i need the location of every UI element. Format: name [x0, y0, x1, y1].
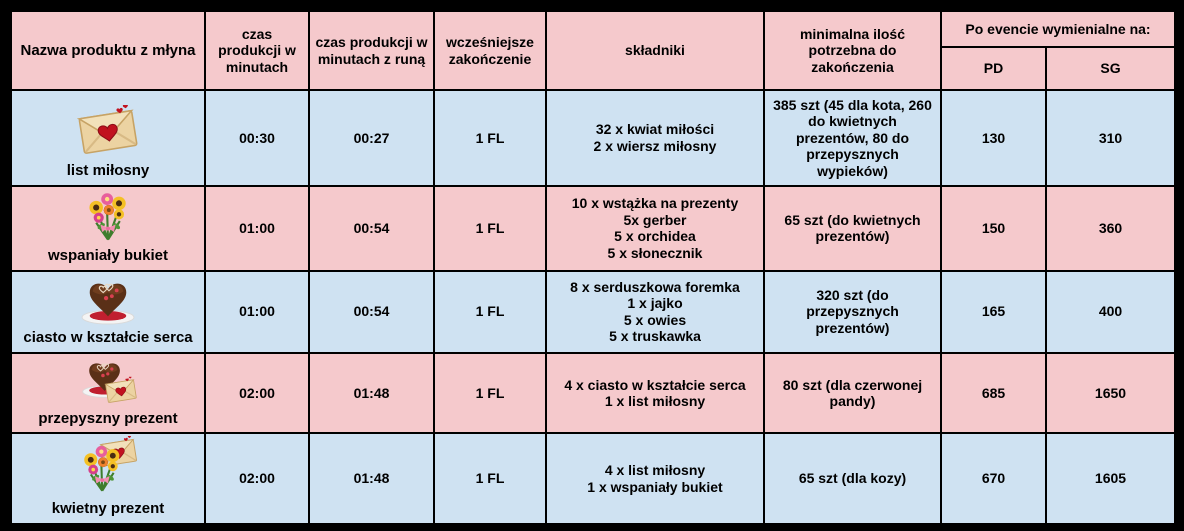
flower-gift-icon: [83, 436, 138, 493]
cell-min-needed: 65 szt (do kwietnych prezentów): [763, 185, 942, 272]
cell-time: 01:00: [204, 269, 310, 354]
cell-time-rune: 00:27: [308, 89, 435, 187]
cell-product: list miłosny: [10, 89, 206, 187]
cell-ingredients: 4 x ciasto w kształcie serca 1 x list mi…: [545, 351, 765, 435]
table-row: kwietny prezent 02:00 01:48 1 FL 4 x lis…: [10, 432, 1176, 526]
table-row: ciasto w kształcie serca 01:00 00:54 1 F…: [10, 269, 1176, 354]
cell-product: przepyszny prezent: [10, 351, 206, 435]
delicious-gift-icon: [82, 362, 137, 403]
product-name: kwietny prezent: [51, 500, 165, 518]
cell-time: 00:30: [204, 89, 310, 187]
cell-pd: 670: [940, 432, 1047, 526]
cell-time-rune: 00:54: [308, 185, 435, 272]
product-name: przepyszny prezent: [38, 409, 178, 427]
cell-min-needed: 80 szt (dla czerwonej pandy): [763, 351, 942, 435]
cell-sg: 1605: [1045, 432, 1176, 526]
cell-ingredients: 4 x list miłosny 1 x wspaniały bukiet: [545, 432, 765, 526]
cell-sg: 310: [1045, 89, 1176, 187]
cell-time-rune: 01:48: [308, 432, 435, 526]
cell-pd: 685: [940, 351, 1047, 435]
col-header-min-needed: minimalna ilość potrzebna do zakończenia: [763, 10, 942, 91]
table-row: wspaniały bukiet 01:00 00:54 1 FL 10 x w…: [10, 185, 1176, 272]
cell-pd: 165: [940, 269, 1047, 354]
cell-pd: 150: [940, 185, 1047, 272]
cell-early-finish: 1 FL: [433, 351, 547, 435]
header-row-sub: PD SG: [11, 46, 1176, 91]
cell-time: 02:00: [204, 432, 310, 526]
col-header-time-rune: czas produkcji w minutach z runą: [308, 10, 435, 91]
table-row: przepyszny prezent 02:00 01:48 1 FL 4 x …: [10, 351, 1176, 435]
bouquet-icon: [81, 189, 135, 243]
production-table: Nazwa produktu z młyna czas produkcji w …: [10, 10, 1176, 526]
col-header-time: czas produkcji w minutach: [204, 10, 310, 91]
cell-sg: 400: [1045, 269, 1176, 354]
cell-ingredients: 32 x kwiat miłości 2 x wiersz miłosny: [545, 89, 765, 187]
cell-time: 01:00: [204, 185, 310, 272]
header-row-top: Nazwa produktu z młyna czas produkcji w …: [10, 10, 1176, 91]
col-header-ingredients: składniki: [545, 10, 765, 91]
table-row: list miłosny 00:30 00:27 1 FL 32 x kwiat…: [10, 89, 1176, 187]
love-letter-icon: [74, 105, 142, 158]
cell-min-needed: 385 szt (45 dla kota, 260 do kwietnych p…: [763, 89, 942, 187]
cell-early-finish: 1 FL: [433, 432, 547, 526]
cell-min-needed: 65 szt (dla kozy): [763, 432, 942, 526]
product-name: list miłosny: [66, 162, 150, 180]
col-header-sg: SG: [1045, 46, 1176, 91]
cell-min-needed: 320 szt (do przepysznych prezentów): [763, 269, 942, 354]
cell-product: wspaniały bukiet: [10, 185, 206, 272]
col-header-pd: PD: [940, 46, 1047, 91]
cell-time: 02:00: [204, 351, 310, 435]
heart-cake-icon: [77, 275, 139, 325]
product-name: ciasto w kształcie serca: [23, 329, 193, 346]
cell-time-rune: 01:48: [308, 351, 435, 435]
cell-early-finish: 1 FL: [433, 89, 547, 187]
cell-early-finish: 1 FL: [433, 185, 547, 272]
cell-product: kwietny prezent: [10, 432, 206, 526]
cell-pd: 130: [940, 89, 1047, 187]
cell-product: ciasto w kształcie serca: [10, 269, 206, 354]
col-header-exchange: Po evencie wymienialne na:: [940, 10, 1176, 48]
cell-ingredients: 10 x wstążka na prezenty 5x gerber 5 x o…: [545, 185, 765, 272]
cell-ingredients: 8 x serduszkowa foremka 1 x jajko 5 x ow…: [545, 269, 765, 354]
cell-sg: 360: [1045, 185, 1176, 272]
cell-sg: 1650: [1045, 351, 1176, 435]
cell-early-finish: 1 FL: [433, 269, 547, 354]
col-header-early-finish: wcześniejsze zakończenie: [433, 10, 547, 91]
cell-time-rune: 00:54: [308, 269, 435, 354]
product-name: wspaniały bukiet: [47, 247, 169, 264]
col-header-product: Nazwa produktu z młyna: [10, 10, 206, 91]
